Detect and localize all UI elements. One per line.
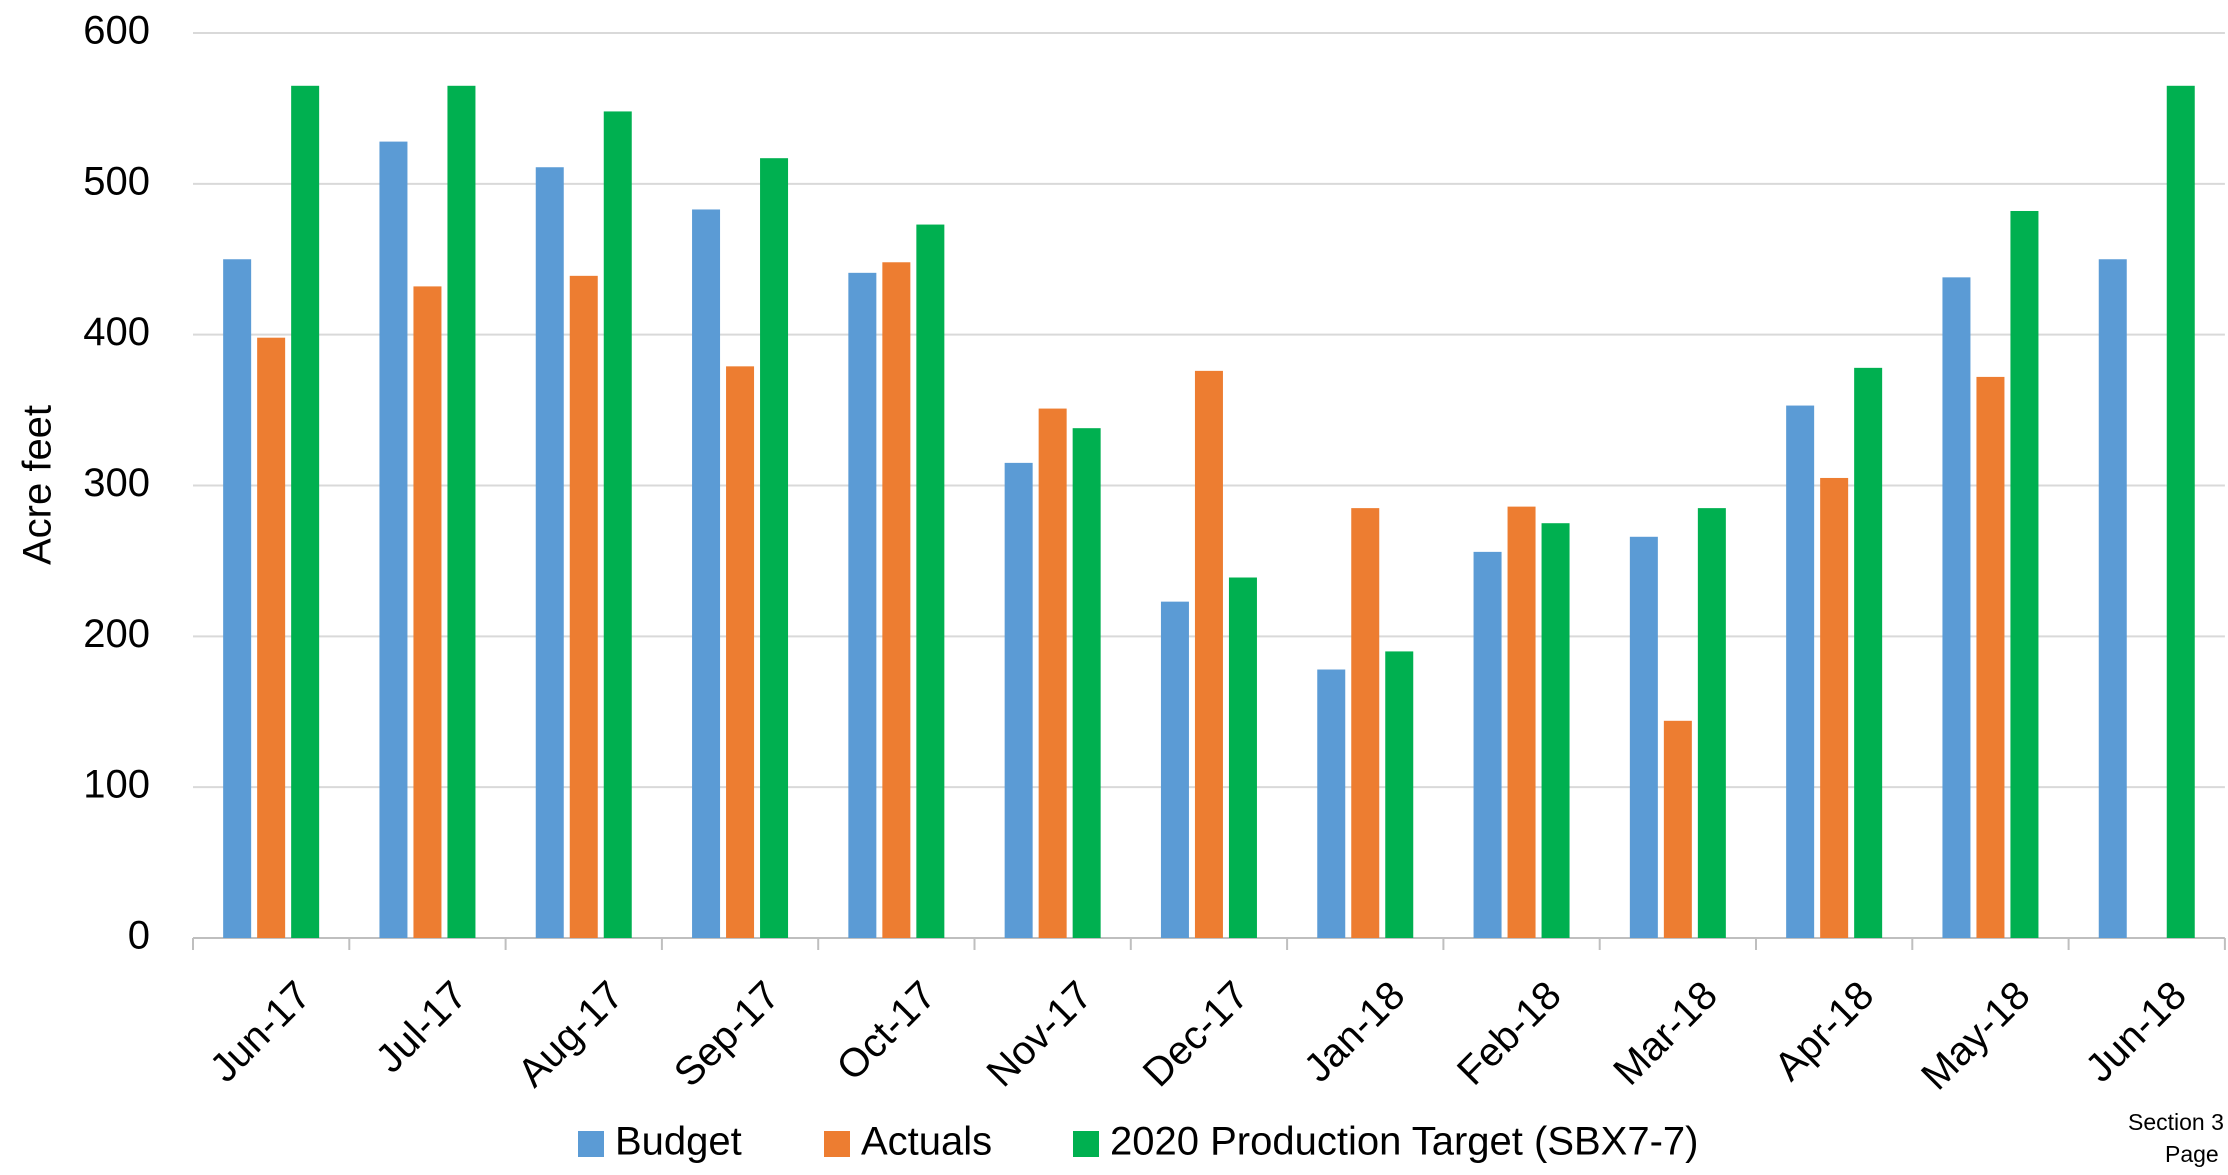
bar: [1228, 577, 1257, 938]
legend-label: 2020 Production Target (SBX7-7): [1110, 1120, 1699, 1164]
x-tick-label: Apr-18: [1766, 973, 1882, 1089]
legend-label: Actuals: [861, 1120, 992, 1164]
legend-label: Budget: [615, 1120, 742, 1164]
bar: [1786, 405, 1815, 938]
bar: [291, 85, 320, 938]
bar: [1385, 651, 1414, 938]
x-tick-label: Mar-18: [1605, 973, 1726, 1094]
bar: [257, 337, 286, 938]
bar: [1541, 523, 1570, 938]
y-tick-label: 0: [128, 914, 150, 958]
bar: [379, 141, 408, 939]
bar: [447, 85, 476, 938]
bar: [1160, 601, 1189, 938]
x-tick-label: Oct-17: [829, 973, 945, 1089]
x-tick-label: Sep-17: [666, 973, 788, 1095]
legend-swatch: [824, 1131, 850, 1157]
bar: [1976, 376, 2005, 938]
bar: [2098, 259, 2127, 938]
bar: [1663, 720, 1692, 938]
bar: [760, 158, 789, 939]
y-tick-label: 500: [83, 159, 150, 203]
bar: [2010, 210, 2039, 938]
y-tick-label: 100: [83, 763, 150, 807]
bar: [692, 209, 721, 939]
bar: [535, 167, 564, 938]
bar: [1854, 367, 1883, 939]
bar: [1473, 551, 1502, 938]
y-tick-label: 300: [83, 461, 150, 505]
bar: [413, 286, 442, 938]
y-tick-label: 200: [83, 612, 150, 656]
bar: [1004, 462, 1033, 938]
bar: [2166, 85, 2195, 938]
legend-swatch: [578, 1131, 604, 1157]
footer-text: Section 3: [2128, 1109, 2224, 1135]
bar: [1820, 477, 1849, 938]
x-tick-label: Nov-17: [979, 973, 1101, 1095]
y-axis-label: Acre feet: [16, 405, 60, 565]
x-tick-label: Jun-18: [2077, 973, 2195, 1091]
bar: [882, 262, 911, 938]
x-tick-label: Jul-17: [367, 973, 475, 1081]
x-tick-label: May-18: [1913, 973, 2038, 1098]
bar: [569, 275, 598, 938]
bar: [726, 366, 755, 938]
bar: [1629, 536, 1658, 938]
footer-text: Page: [2165, 1141, 2219, 1167]
bar: [603, 111, 632, 938]
y-tick-label: 600: [83, 9, 150, 53]
x-tick-label: Feb-18: [1449, 973, 1570, 1094]
bar: [1038, 408, 1067, 938]
bar: [1317, 669, 1346, 938]
bar: [1072, 428, 1101, 938]
y-tick-label: 400: [83, 310, 150, 354]
bar: [1507, 506, 1536, 938]
bar: [223, 259, 252, 938]
bar: [1194, 370, 1223, 938]
x-tick-label: Aug-17: [510, 973, 632, 1095]
bar: [1697, 508, 1726, 938]
bar: [1942, 277, 1971, 939]
x-tick-label: Jun-17: [202, 973, 320, 1091]
bar: [848, 272, 877, 938]
x-tick-label: Jan-18: [1296, 973, 1414, 1091]
x-tick-label: Dec-17: [1135, 973, 1257, 1095]
legend-swatch: [1073, 1131, 1099, 1157]
bar: [916, 224, 945, 938]
bar: [1351, 508, 1380, 938]
